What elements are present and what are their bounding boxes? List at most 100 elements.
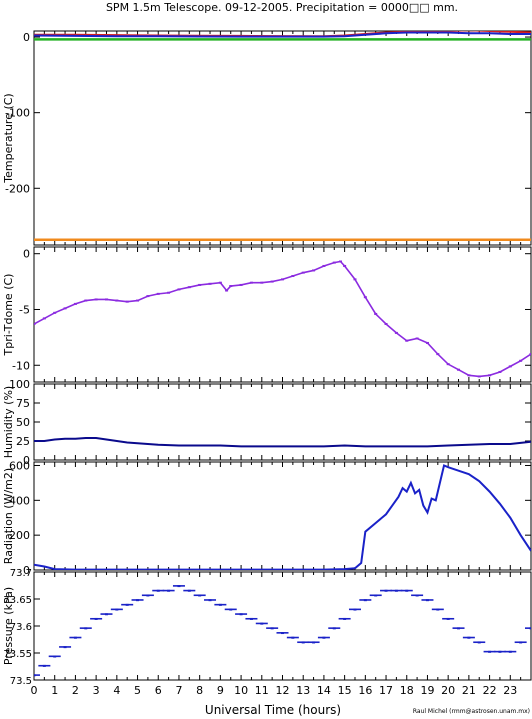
data-point-run xyxy=(235,613,248,615)
data-point-run xyxy=(525,627,531,629)
data-point-run xyxy=(131,599,144,601)
x-axis-label: Universal Time (hours) xyxy=(205,703,341,717)
data-point-run xyxy=(255,622,268,625)
data-point-run xyxy=(442,617,455,620)
data-point-run xyxy=(369,594,382,597)
y-tick-label: 75 xyxy=(16,397,30,410)
series-line-navy xyxy=(34,436,531,448)
y-tick-label: 73.55 xyxy=(3,649,32,660)
data-point-run xyxy=(245,617,258,620)
x-tick-label: 17 xyxy=(379,684,393,697)
y-tick-label: 73.7 xyxy=(10,568,32,579)
y-tick-label: 50 xyxy=(16,416,30,429)
data-point-run xyxy=(348,608,361,611)
data-point-run xyxy=(172,585,185,587)
x-tick-label: 7 xyxy=(175,684,182,697)
panel-frame xyxy=(33,30,532,246)
data-point-run xyxy=(266,627,279,629)
data-point-run xyxy=(90,617,103,620)
y-tick-label: -5 xyxy=(19,303,30,316)
data-point-run xyxy=(204,599,217,601)
x-tick-label: 22 xyxy=(483,684,497,697)
y-tick-label: 600 xyxy=(9,459,30,472)
data-point-run xyxy=(431,608,444,611)
data-point-run xyxy=(421,599,434,601)
y-tick-label: 0 xyxy=(23,31,30,44)
series-trace xyxy=(34,260,531,378)
data-point-run xyxy=(79,627,92,629)
data-point-run xyxy=(307,641,320,644)
x-tick-label: 16 xyxy=(358,684,372,697)
x-tick-label: 13 xyxy=(296,684,310,697)
y-axis-label: Radiation (W/m2) xyxy=(2,468,15,564)
data-point-run xyxy=(48,655,61,658)
data-point-run xyxy=(141,594,154,597)
x-tick-label: 11 xyxy=(255,684,269,697)
data-point-run xyxy=(276,632,289,634)
series-group xyxy=(34,31,531,241)
y-tick-label: 73.65 xyxy=(3,595,32,606)
data-point-run xyxy=(193,594,206,597)
data-point-run xyxy=(338,617,351,620)
data-point-run xyxy=(59,646,72,648)
data-point-run xyxy=(359,599,372,601)
x-tick-label: 3 xyxy=(93,684,100,697)
x-tick-label: 8 xyxy=(196,684,203,697)
data-point-run xyxy=(224,608,237,611)
x-tick-label: 21 xyxy=(462,684,476,697)
y-axis-label: Pressure (kPa) xyxy=(2,587,15,665)
data-point-run xyxy=(34,674,40,676)
data-point-run xyxy=(100,613,113,615)
x-tick-label: 12 xyxy=(276,684,290,697)
y-tick-label: 200 xyxy=(9,529,30,542)
data-point-run xyxy=(286,636,299,639)
x-tick-label: 20 xyxy=(441,684,455,697)
x-tick-label: 14 xyxy=(317,684,331,697)
x-tick-label: 18 xyxy=(400,684,414,697)
y-tick-label: 0 xyxy=(23,564,30,577)
y-tick-label: -10 xyxy=(12,359,30,372)
y-tick-label: -200 xyxy=(5,182,30,195)
y-tick-label: 25 xyxy=(16,435,30,448)
data-point-run xyxy=(69,636,82,639)
chart-title: SPM 1.5m Telescope. 09-12-2005. Precipit… xyxy=(106,1,458,14)
x-tick-label: 9 xyxy=(217,684,224,697)
y-tick-label: 73.5 xyxy=(10,676,32,687)
data-point-run xyxy=(504,650,517,653)
data-point-run xyxy=(411,594,424,597)
y-tick-label: 0 xyxy=(23,248,30,261)
data-point-run xyxy=(400,589,413,592)
y-axis-label: Tpri-Tdome (C) xyxy=(2,274,15,357)
x-tick-label: 10 xyxy=(234,684,248,697)
data-point-run xyxy=(390,589,403,592)
y-tick-label: 400 xyxy=(9,494,30,507)
panel-frame xyxy=(33,461,532,571)
data-point-run xyxy=(297,641,310,644)
data-point-run xyxy=(110,608,123,611)
panel-frame xyxy=(33,383,532,461)
data-point-run xyxy=(152,589,165,592)
series-line-blue xyxy=(34,464,531,570)
data-point-run xyxy=(380,589,393,592)
series-group xyxy=(34,464,531,570)
x-tick-label: 23 xyxy=(503,684,517,697)
data-point-run xyxy=(452,627,465,629)
data-point-run xyxy=(483,650,496,653)
x-tick-label: 19 xyxy=(420,684,434,697)
data-point-run xyxy=(317,636,330,639)
y-axis-label: Humidity (%) xyxy=(2,386,15,458)
y-tick-label: 0 xyxy=(23,454,30,467)
data-point-run xyxy=(328,627,341,629)
x-tick-label: 4 xyxy=(113,684,120,697)
data-point-run xyxy=(493,650,506,653)
series-group xyxy=(34,260,531,378)
y-tick-label: 100 xyxy=(9,378,30,391)
data-point-run xyxy=(121,603,134,606)
y-tick-label: 73.6 xyxy=(10,622,32,633)
credit-text: Raul Michel (rmm@astrosen.unam.mx) xyxy=(413,708,530,715)
